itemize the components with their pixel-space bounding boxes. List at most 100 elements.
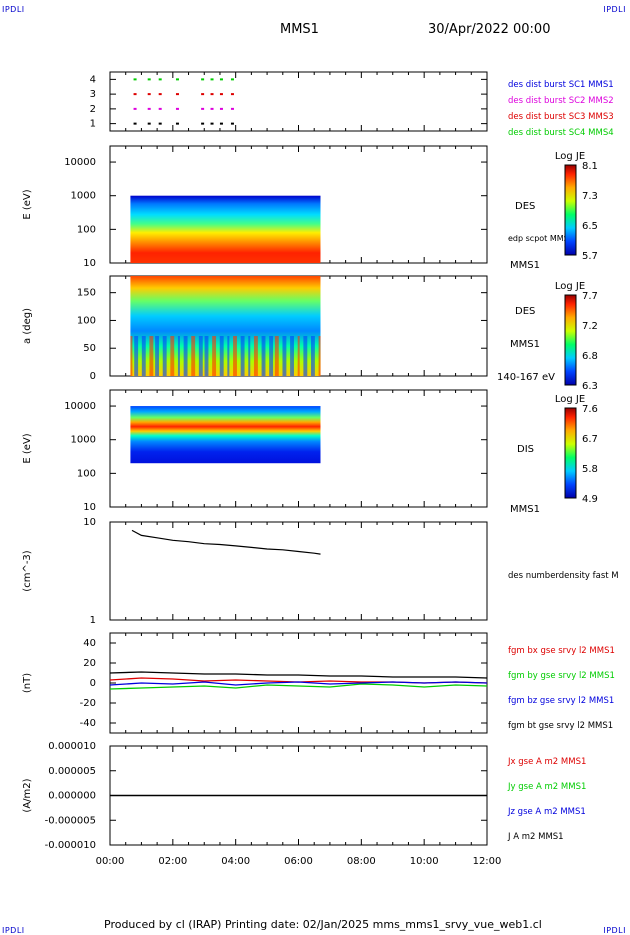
pitch-streak <box>248 336 251 376</box>
y-tick-label: 1 <box>90 615 96 626</box>
burst-marker <box>133 78 137 81</box>
pitch-streak <box>253 336 256 376</box>
pitch-streak <box>219 336 222 376</box>
bfield-line-2 <box>109 681 488 686</box>
y-tick-label: 0.000010 <box>48 741 96 752</box>
burst-marker <box>201 107 205 110</box>
burst-marker <box>219 93 223 96</box>
pitch-streak <box>164 336 167 376</box>
bfield-line-3 <box>109 671 488 679</box>
colorbar-tick-label: 6.8 <box>582 351 598 362</box>
y-tick-label: -0.000005 <box>45 815 96 826</box>
y-tick-label: 1000 <box>71 435 96 446</box>
pitch-streak <box>198 336 201 376</box>
corner-label-top-left: IPDLI <box>2 5 25 14</box>
pitch-streak <box>318 336 321 376</box>
density-line <box>131 529 321 555</box>
pitch-streak <box>183 336 186 376</box>
burst-marker <box>230 78 234 81</box>
x-tick-label: 10:00 <box>410 856 439 867</box>
pitch-streak <box>255 336 258 376</box>
pitch-streak <box>234 336 237 376</box>
energy-range-label: 140-167 eV <box>497 372 555 383</box>
pitch-streak <box>303 336 306 376</box>
y-tick-label: 4 <box>90 74 96 85</box>
y-tick-label: 10 <box>83 517 96 528</box>
y-tick-label: 0 <box>90 678 96 689</box>
spacecraft-title: MMS1 <box>280 22 319 37</box>
colorbar-tick-label: 7.6 <box>582 404 598 415</box>
burst-marker <box>230 93 234 96</box>
colorbar-title-2: Log JE <box>555 281 585 292</box>
pitch-streak <box>206 336 209 376</box>
burst-marker <box>230 122 234 125</box>
colorbar-tick-label: 6.3 <box>582 381 598 392</box>
burst-marker <box>147 93 151 96</box>
burst-marker <box>158 122 162 125</box>
x-tick-label: 08:00 <box>347 856 376 867</box>
burst-marker <box>147 107 151 110</box>
pitch-streak <box>141 336 144 376</box>
pitch-streak <box>284 336 287 376</box>
panel-frame-4 <box>109 521 488 621</box>
pitch-streak <box>136 336 139 376</box>
legend-entry: fgm bz gse srvy l2 MMS1 <box>508 696 614 706</box>
colorbar-tick-label: 4.9 <box>582 494 598 505</box>
pitch-streak <box>185 336 188 376</box>
panel-frame-0 <box>109 71 488 132</box>
x-tick-label: 02:00 <box>158 856 187 867</box>
colorbar-tick-label: 7.3 <box>582 191 598 202</box>
y-tick-label: -0.000010 <box>45 840 96 851</box>
y-tick-label: 10 <box>83 258 96 269</box>
colorbar-tick-label: 6.7 <box>582 434 598 445</box>
pitch-streak <box>149 336 152 376</box>
burst-marker <box>210 122 214 125</box>
pitch-streak <box>263 336 266 376</box>
y-axis-label: E (eV) <box>22 433 33 463</box>
y-axis-label: (A/m2) <box>22 778 33 812</box>
y-tick-label: 10000 <box>64 401 96 412</box>
y-tick-label: 100 <box>77 315 96 326</box>
y-tick-label: 10 <box>83 502 96 513</box>
pitch-streak <box>297 336 300 376</box>
pitch-streak <box>151 336 154 376</box>
legend-entry: des dist burst SC2 MMS2 <box>508 96 614 106</box>
burst-marker <box>201 78 205 81</box>
pitch-streak <box>130 336 133 376</box>
y-tick-label: 20 <box>83 658 96 669</box>
x-tick-label: 12:00 <box>473 856 502 867</box>
colorbar-tick-label: 8.1 <box>582 161 598 172</box>
y-axis-label: (cm^-3) <box>22 550 33 591</box>
pitch-streak <box>282 336 285 376</box>
burst-marker <box>210 107 214 110</box>
pitch-streak <box>177 336 180 376</box>
pitch-streak <box>276 336 279 376</box>
x-tick-label: 06:00 <box>284 856 313 867</box>
burst-marker <box>210 93 214 96</box>
colorbar-tick-label: 7.7 <box>582 291 598 302</box>
burst-marker <box>175 93 179 96</box>
footer-text: Produced by cl (IRAP) Printing date: 02/… <box>104 918 542 931</box>
pitch-streak <box>233 336 236 376</box>
y-tick-label: 50 <box>83 343 96 354</box>
colorbar-3 <box>564 407 577 499</box>
pitch-streak <box>157 336 160 376</box>
pitch-streak <box>261 336 264 376</box>
corner-label-bottom-left: IPDLI <box>2 926 25 935</box>
series-label: des numberdensity fast M <box>508 571 619 581</box>
burst-marker <box>230 107 234 110</box>
y-tick-label: 0.000000 <box>48 791 96 802</box>
corner-label-bottom-right: IPDLI <box>603 926 626 935</box>
date-title: 30/Apr/2022 00:00 <box>428 22 551 37</box>
pitch-streak <box>274 336 277 376</box>
burst-marker <box>175 78 179 81</box>
pitch-streak <box>191 336 194 376</box>
legend-entry: Jy gse A m2 MMS1 <box>507 782 586 792</box>
colorbar-tick-label: 5.8 <box>582 464 598 475</box>
burst-marker <box>158 78 162 81</box>
legend-entry: des dist burst SC1 MMS1 <box>508 80 614 90</box>
y-tick-label: 40 <box>83 638 96 649</box>
y-tick-label: 2 <box>90 104 96 115</box>
colorbar-tick-label: 7.2 <box>582 321 598 332</box>
pitch-streak <box>155 336 158 376</box>
